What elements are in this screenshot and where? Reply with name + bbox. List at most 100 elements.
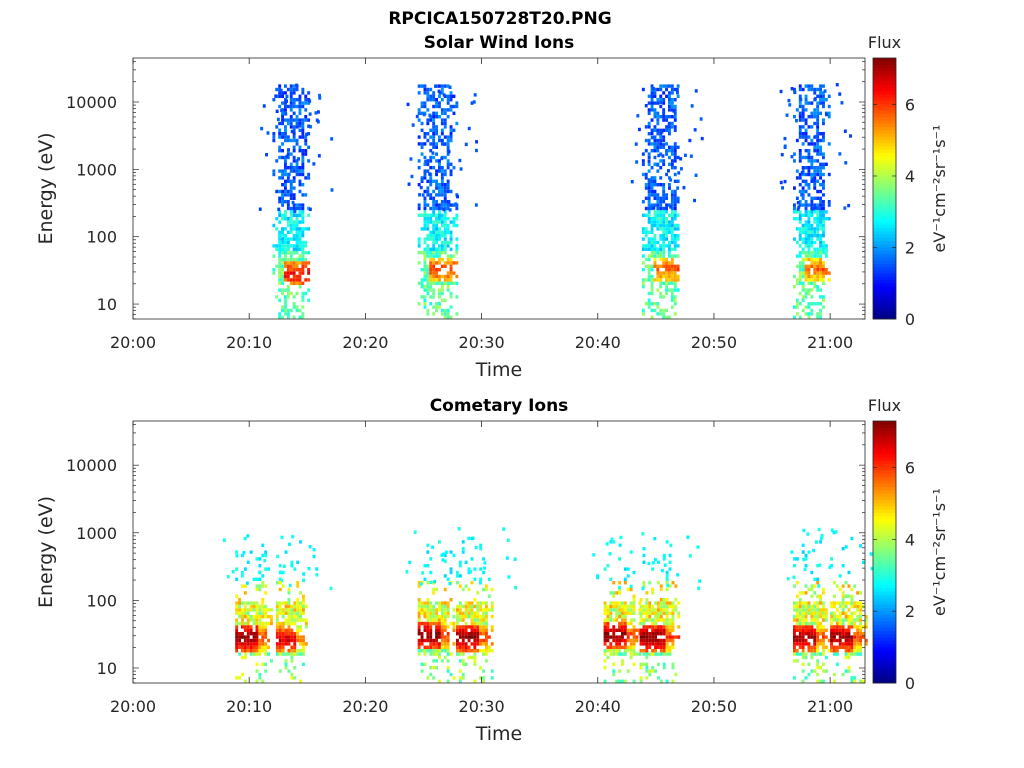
flux-cell [295,138,299,143]
colorbar-segment [873,198,896,202]
flux-cell [819,237,822,241]
flux-cell [850,625,854,629]
flux-cell [819,594,822,598]
flux-cell [674,608,678,612]
flux-cell [479,632,483,636]
flux-cell [650,91,654,95]
flux-cell [618,557,621,561]
flux-cell [275,635,279,639]
flux-cell [862,632,865,636]
flux-cell [665,635,669,639]
flux-cell [417,183,421,187]
flux-cell [835,601,839,605]
flux-cell [278,669,282,673]
flux-cell [629,618,633,622]
flux-cell [830,611,833,615]
flux-cell [659,638,663,643]
flux-cell [623,632,627,636]
flux-cell [278,200,282,204]
flux-cell [440,298,444,302]
flux-cell [289,94,293,98]
flux-cell [440,132,444,136]
flux-cell [275,217,279,221]
flux-cell [284,666,288,670]
flux-cell [804,652,808,656]
colorbar-segment [873,535,896,540]
flux-cell [642,604,646,609]
flux-cell [833,618,836,622]
flux-cell [807,210,811,214]
flux-cell [621,652,624,656]
flux-cell [798,302,802,306]
flux-cell [246,628,250,632]
flux-cell [670,152,674,156]
flux-cell [800,171,804,175]
flux-cell [417,625,421,629]
flux-cell [830,645,833,649]
flux-cell [423,611,427,615]
flux-cell [801,649,805,653]
flux-cell [428,113,432,117]
flux-cell [440,220,444,224]
flux-cell [676,234,680,238]
flux-cell [449,132,453,136]
flux-cell [663,555,666,559]
flux-cell [440,553,444,557]
flux-cell [798,200,802,204]
flux-cell [442,552,445,556]
flux-cell [822,223,825,228]
flux-cell [479,547,483,551]
flux-cell [420,611,424,615]
flux-cell [807,672,811,677]
flux-cell [606,621,610,626]
flux-cell [446,240,450,245]
flux-cell [438,601,441,605]
flux-cell [670,217,674,221]
flux-cell [293,652,297,656]
flux-cell [859,608,862,612]
flux-cell [307,566,311,571]
flux-cell [438,625,441,629]
flux-cell [819,138,822,143]
flux-cell [639,618,643,622]
flux-cell [650,264,654,268]
flux-cell [470,601,474,605]
flux-cell [295,305,299,309]
flux-cell [432,312,436,316]
flux-cell [429,166,433,170]
flux-cell [810,142,814,146]
flux-cell [673,217,677,221]
flux-cell [650,251,654,255]
flux-cell [417,166,421,170]
flux-cell [443,234,447,238]
flux-cell [671,581,675,585]
flux-cell [833,581,836,585]
flux-cell [307,91,311,95]
flux-cell [819,176,822,180]
flux-cell [330,188,334,192]
flux-cell [644,149,648,153]
flux-cell [446,227,450,231]
flux-cell [440,203,444,207]
flux-cell [301,281,305,285]
flux-cell [289,186,293,190]
flux-cell [286,247,290,251]
flux-cell [662,244,666,248]
flux-cell [293,638,297,643]
flux-cell [807,213,811,217]
flux-cell [275,645,279,649]
flux-cell [653,111,657,115]
flux-cell [296,618,300,622]
flux-cell [429,220,433,224]
flux-cell [662,618,666,622]
flux-cell [290,632,294,636]
flux-cell [432,288,436,292]
flux-cell [606,564,610,568]
flux-cell [304,261,308,265]
flux-cell [292,179,296,183]
flux-cell [281,257,284,262]
flux-cell [798,183,802,187]
flux-cell [665,115,668,119]
flux-cell [856,615,860,619]
flux-cell [847,638,851,643]
